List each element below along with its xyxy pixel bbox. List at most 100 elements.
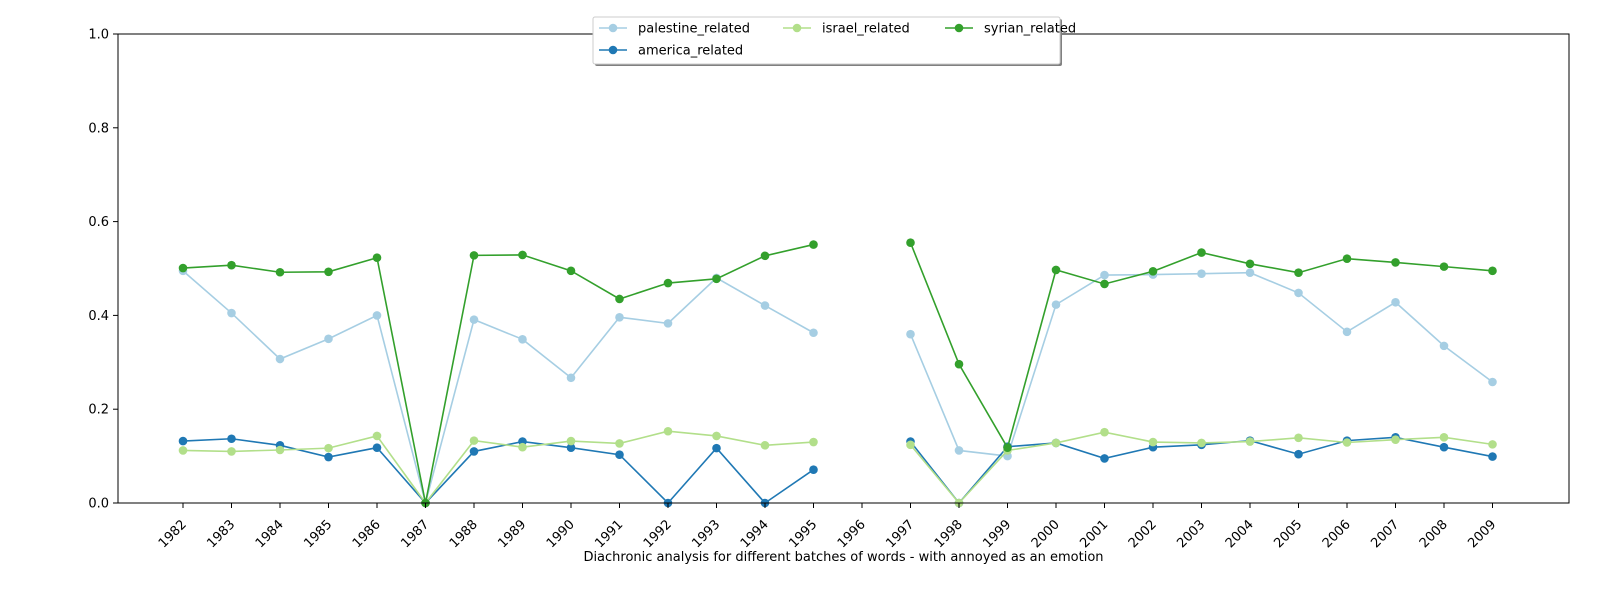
series-line <box>182 243 814 504</box>
data-point <box>324 334 333 344</box>
series-syrian_related <box>178 238 1497 508</box>
legend-item-palestine_related: palestine_related <box>599 22 750 37</box>
data-point <box>1197 269 1206 278</box>
series-line <box>182 270 814 507</box>
data-point <box>469 447 479 456</box>
data-point <box>1488 440 1497 449</box>
data-point <box>1245 259 1255 269</box>
x-tick-label: 2008 <box>1417 517 1451 551</box>
data-point <box>615 450 624 459</box>
x-axis: 1982 1983 1984 1985 1986 1987 1988 1989 1990 1991… <box>156 503 1499 551</box>
data-point <box>518 442 527 452</box>
x-tick-label: 1984 <box>253 517 287 551</box>
data-point <box>1439 442 1449 452</box>
legend-label: palestine_related <box>638 22 750 37</box>
data-point <box>324 267 333 277</box>
data-point <box>1051 300 1061 309</box>
x-tick-label: 1987 <box>398 517 432 551</box>
x-tick-label: 2003 <box>1174 517 1208 551</box>
series-line <box>182 437 814 505</box>
data-point <box>615 312 624 322</box>
data-point <box>566 266 576 276</box>
x-tick-label: 1994 <box>738 517 772 551</box>
data-point <box>178 263 188 273</box>
data-point <box>275 445 285 455</box>
x-tick-label: 2005 <box>1271 517 1305 551</box>
legend-box <box>592 16 1061 65</box>
data-point <box>1100 270 1109 280</box>
data-point <box>906 440 915 450</box>
legend-marker <box>608 45 618 55</box>
data-point <box>1294 433 1303 443</box>
y-tick-label: 0.0 <box>88 497 109 512</box>
data-point <box>178 446 188 455</box>
y-tick-label: 0.6 <box>88 215 109 230</box>
x-tick-label: 1998 <box>932 517 966 551</box>
data-point <box>1294 449 1303 459</box>
x-tick-label: 1995 <box>786 517 820 551</box>
data-point <box>663 278 673 288</box>
data-point <box>954 446 964 455</box>
data-point <box>372 311 382 320</box>
y-axis: 0.0 0.2 0.4 0.6 0.8 1.0 <box>88 28 118 512</box>
series-line <box>182 430 814 505</box>
x-tick-label: 1982 <box>156 517 190 551</box>
data-point <box>809 465 818 475</box>
data-point <box>712 443 721 453</box>
data-point <box>1003 443 1012 452</box>
data-point <box>1488 266 1497 276</box>
data-point <box>809 328 818 338</box>
y-tick-label: 0.2 <box>88 403 109 418</box>
x-tick-label: 2006 <box>1320 517 1354 551</box>
x-tick-label: 1999 <box>980 517 1014 551</box>
data-point <box>1245 437 1255 446</box>
data-point <box>1342 327 1352 337</box>
data-point <box>227 308 236 318</box>
data-point <box>1439 262 1449 271</box>
data-point <box>712 431 721 441</box>
x-tick-label: 2002 <box>1126 517 1160 551</box>
data-point <box>1488 452 1497 461</box>
data-point <box>469 436 479 445</box>
x-tick-label: 2001 <box>1077 517 1111 551</box>
x-tick-label: 1996 <box>835 517 869 551</box>
series-palestine_related <box>178 266 1497 508</box>
x-tick-label: 2009 <box>1465 517 1499 551</box>
data-point <box>275 354 285 364</box>
data-point <box>663 426 673 436</box>
data-point <box>227 447 236 456</box>
data-point <box>372 443 382 452</box>
data-point <box>566 443 576 452</box>
data-point <box>372 253 382 263</box>
x-tick-label: 2007 <box>1368 517 1402 551</box>
data-point <box>518 335 527 344</box>
x-tick-label: 1991 <box>592 517 626 551</box>
data-point <box>1342 438 1352 447</box>
data-point <box>227 260 236 270</box>
data-point <box>1100 454 1109 463</box>
data-point <box>178 436 188 446</box>
data-point <box>615 439 624 448</box>
data-point <box>1391 297 1400 307</box>
y-tick-label: 0.8 <box>88 121 109 136</box>
data-point <box>227 434 236 444</box>
data-point <box>1294 268 1303 278</box>
data-point <box>1051 438 1061 448</box>
data-point <box>615 294 624 304</box>
data-point <box>324 443 333 453</box>
x-tick-label: 1983 <box>204 517 238 551</box>
x-tick-label: 2004 <box>1223 517 1257 551</box>
legend-marker <box>954 23 964 33</box>
data-point <box>1245 268 1255 278</box>
x-tick-label: 1993 <box>689 517 723 551</box>
data-point <box>1197 248 1206 257</box>
series-line <box>909 271 1493 457</box>
data-point <box>469 315 479 324</box>
legend: palestine_related america_related israel_r… <box>592 16 1076 66</box>
data-point <box>809 437 818 447</box>
data-point <box>760 441 770 450</box>
data-point <box>1439 341 1449 351</box>
legend-item-syrian_related: syrian_related <box>945 22 1076 37</box>
legend-label: syrian_related <box>984 22 1076 37</box>
